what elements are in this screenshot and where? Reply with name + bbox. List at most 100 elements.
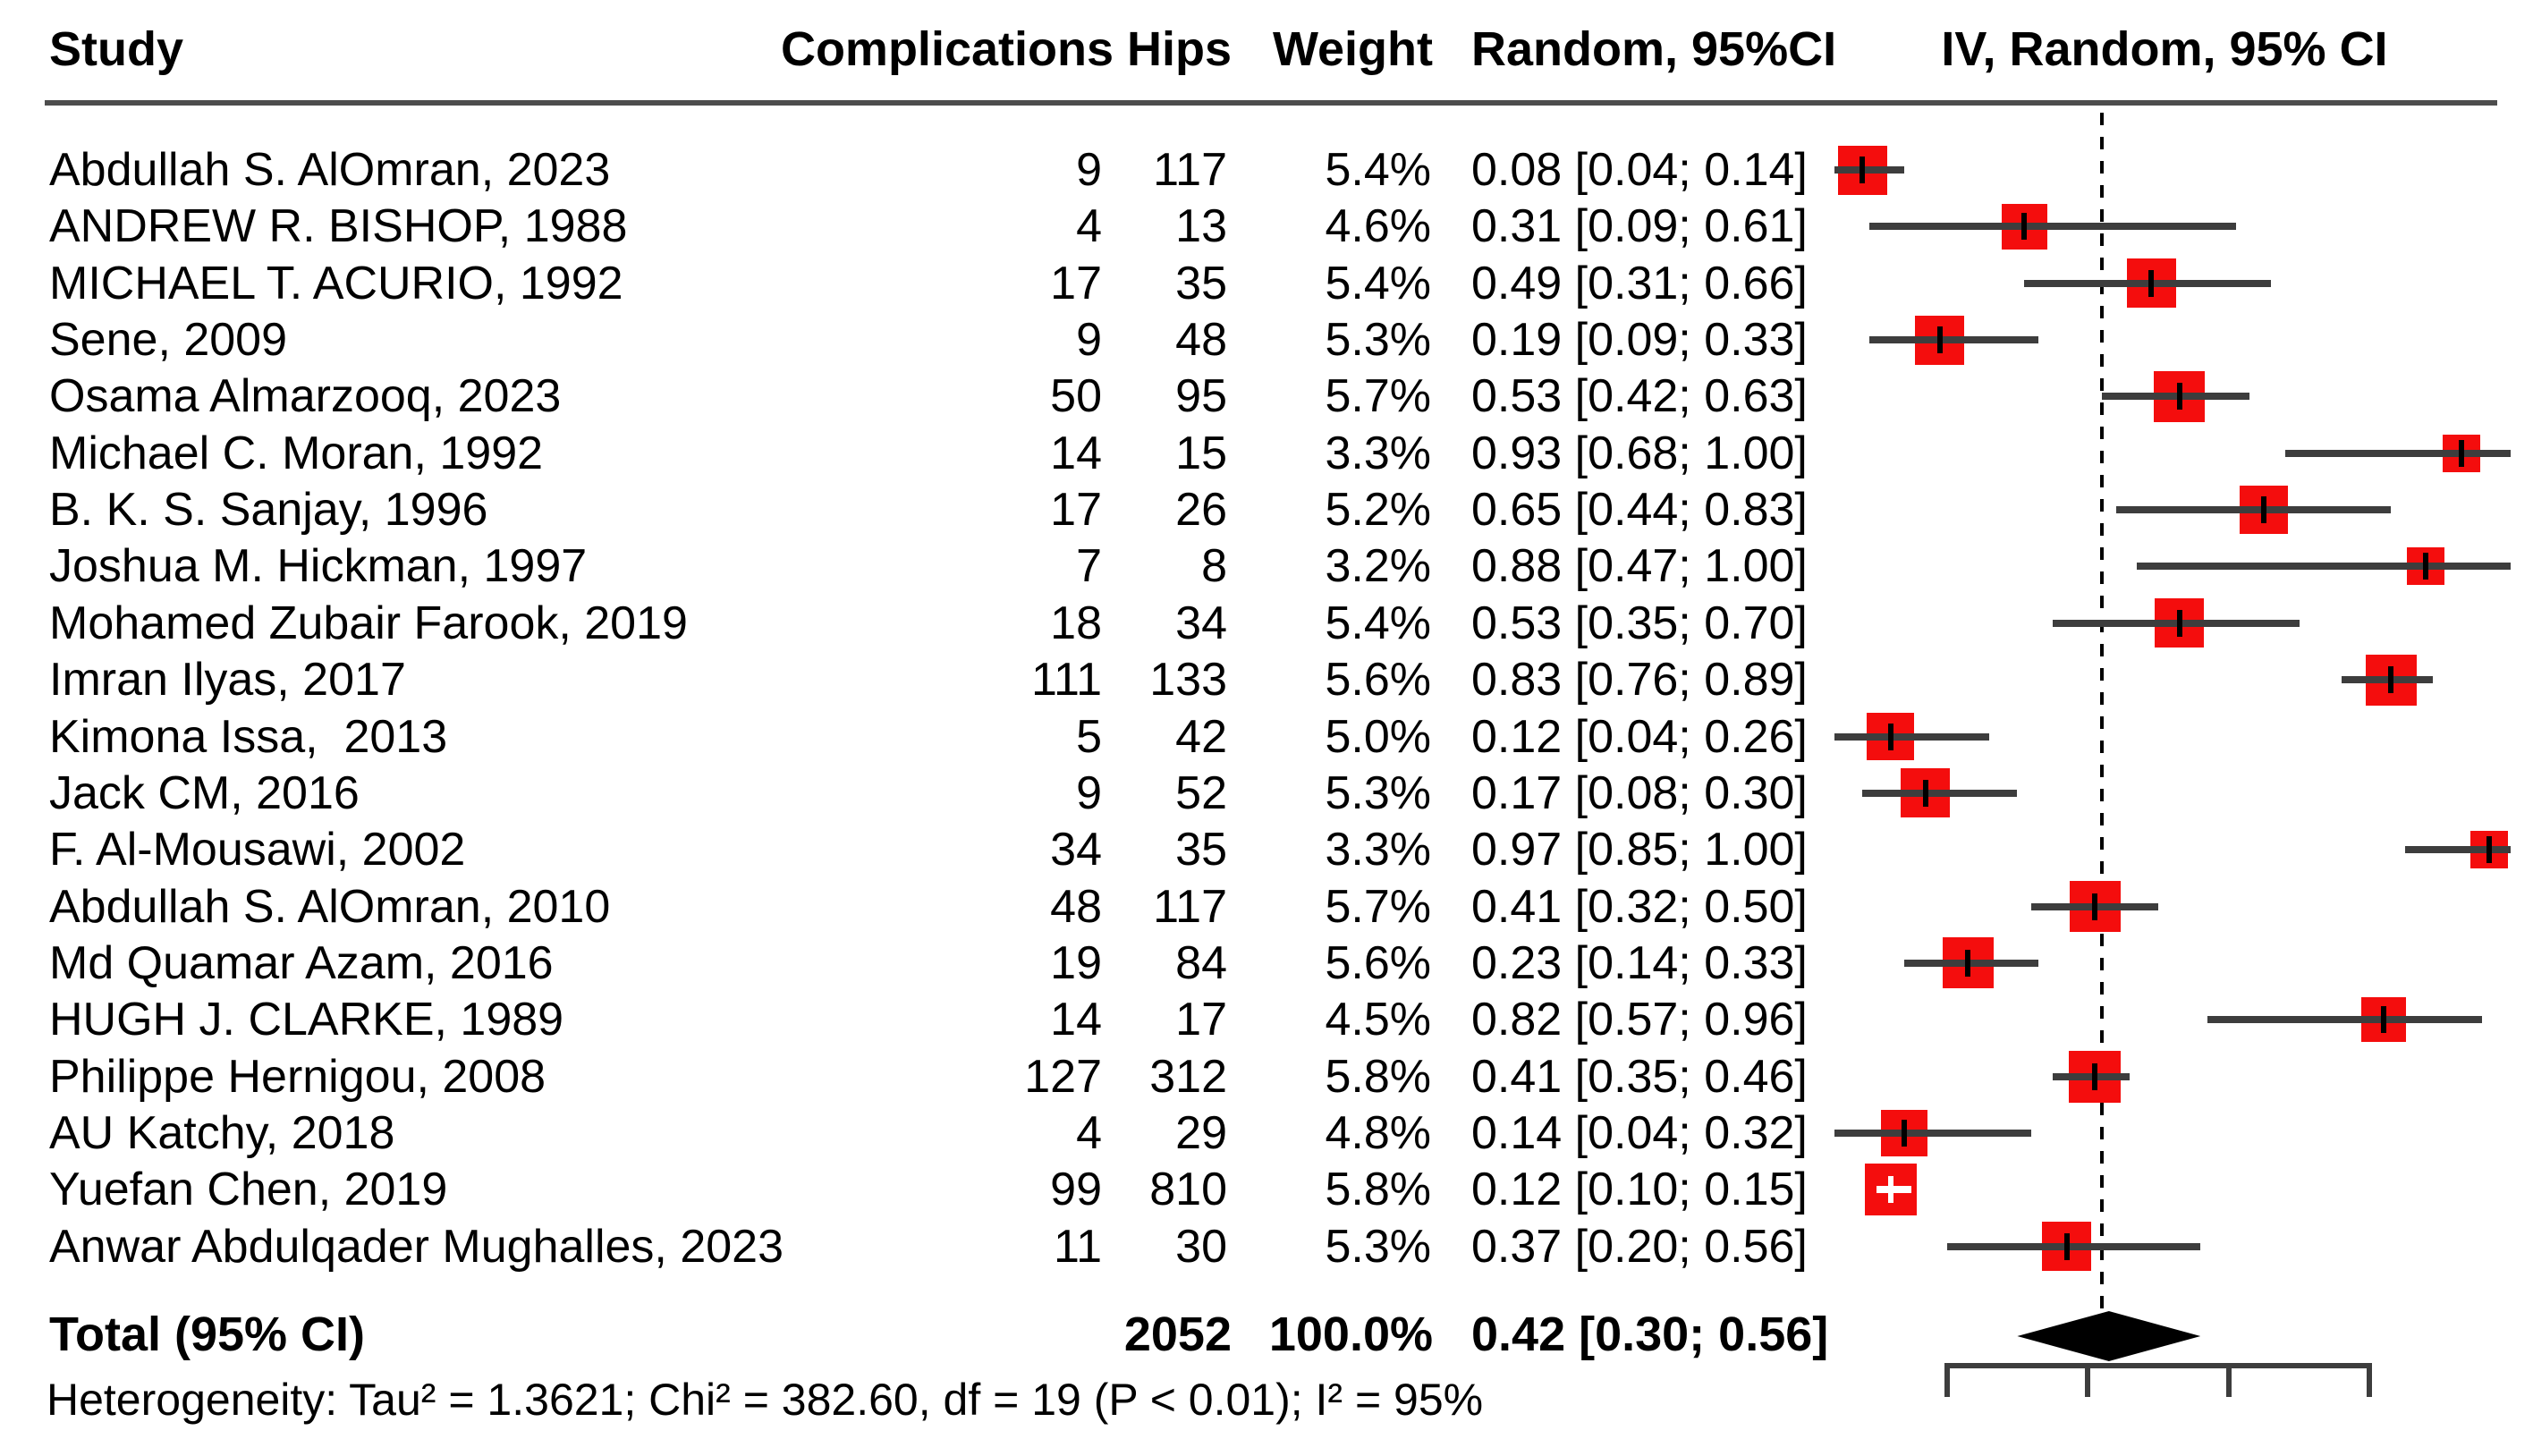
ci-whisker xyxy=(2101,393,2250,401)
ci-text: 0.19 [0.09; 0.33] xyxy=(1471,314,1808,367)
study-name: Osama Almarzooq, 2023 xyxy=(49,370,562,423)
weight-value: 4.8% xyxy=(1325,1106,1431,1159)
weight-value: 4.6% xyxy=(1325,200,1431,253)
estimate-tick xyxy=(2423,553,2429,580)
ci-text: 0.12 [0.10; 0.15] xyxy=(1471,1164,1808,1216)
weight-value: 5.3% xyxy=(1325,314,1431,367)
complications-value: 9 xyxy=(1076,144,1102,196)
weight-value: 5.4% xyxy=(1325,257,1431,309)
study-name: Abdullah S. AlOmran, 2023 xyxy=(49,144,611,196)
estimate-tick xyxy=(1860,157,1866,183)
study-name: Kimona Issa, 2013 xyxy=(49,710,448,763)
hips-value: 117 xyxy=(1153,144,1227,196)
ci-whisker xyxy=(1834,732,1989,741)
axis-tick xyxy=(1944,1363,1950,1397)
weight-value: 5.8% xyxy=(1325,1164,1431,1216)
hips-value: 30 xyxy=(1175,1220,1227,1273)
col-header-hips: Hips xyxy=(1126,22,1232,76)
complications-value: 17 xyxy=(1050,257,1102,309)
study-name: AU Katchy, 2018 xyxy=(49,1106,395,1159)
hips-value: 133 xyxy=(1149,654,1227,707)
total-label: Total (95% CI) xyxy=(49,1308,366,1361)
weight-value: 5.4% xyxy=(1325,144,1431,196)
hips-value: 35 xyxy=(1175,257,1227,309)
estimate-tick xyxy=(1965,949,1971,977)
hips-value: 84 xyxy=(1175,936,1227,989)
ci-text: 0.97 [0.85; 1.00] xyxy=(1471,824,1808,876)
weight-value: 3.2% xyxy=(1325,540,1431,593)
study-name: F. Al-Mousawi, 2002 xyxy=(49,824,466,876)
estimate-tick xyxy=(2176,609,2182,637)
hips-value: 34 xyxy=(1175,597,1227,649)
hips-value: 52 xyxy=(1175,766,1227,819)
hips-value: 26 xyxy=(1175,484,1227,537)
estimate-tick xyxy=(1887,723,1893,750)
hips-value: 810 xyxy=(1149,1164,1227,1216)
ci-whisker xyxy=(1834,1129,2032,1137)
weight-value: 5.6% xyxy=(1325,654,1431,707)
hips-value: 95 xyxy=(1175,370,1227,423)
estimate-tick xyxy=(2148,269,2155,297)
col-header-weight: Weight xyxy=(1273,22,1433,76)
ci-text: 0.88 [0.47; 1.00] xyxy=(1471,540,1808,593)
complications-value: 7 xyxy=(1076,540,1102,593)
complications-value: 9 xyxy=(1076,314,1102,367)
ci-whisker xyxy=(2052,619,2300,627)
weight-value: 5.7% xyxy=(1325,880,1431,933)
complications-value: 17 xyxy=(1050,484,1102,537)
ci-text: 0.17 [0.08; 0.30] xyxy=(1471,766,1808,819)
hips-value: 29 xyxy=(1175,1106,1227,1159)
hips-value: 13 xyxy=(1175,200,1227,253)
ci-whisker xyxy=(2404,846,2511,854)
study-name: MICHAEL T. ACURIO, 1992 xyxy=(49,257,623,309)
axis-tick xyxy=(2225,1363,2232,1397)
complications-value: 9 xyxy=(1076,766,1102,819)
study-name: B. K. S. Sanjay, 1996 xyxy=(49,484,488,537)
ci-text: 0.53 [0.35; 0.70] xyxy=(1471,597,1808,649)
weight-value: 5.4% xyxy=(1325,597,1431,649)
hips-value: 312 xyxy=(1149,1050,1227,1103)
total-ci-text: 0.42 [0.30; 0.56] xyxy=(1471,1308,1829,1361)
ci-whisker xyxy=(2024,279,2272,287)
estimate-tick xyxy=(2092,1062,2098,1090)
ci-whisker xyxy=(1868,336,2039,344)
axis-baseline xyxy=(1946,1363,2370,1368)
ci-text: 0.37 [0.20; 0.56] xyxy=(1471,1220,1808,1273)
weight-value: 5.3% xyxy=(1325,766,1431,819)
study-name: Yuefan Chen, 2019 xyxy=(49,1164,448,1216)
weight-value: 3.3% xyxy=(1325,824,1431,876)
header-rule xyxy=(45,100,2497,106)
study-name: Abdullah S. AlOmran, 2010 xyxy=(49,880,611,933)
complications-value: 11 xyxy=(1054,1220,1102,1273)
hips-value: 42 xyxy=(1175,710,1227,763)
estimate-tick xyxy=(2063,1232,2070,1260)
weight-value: 5.8% xyxy=(1325,1050,1431,1103)
complications-value: 111 xyxy=(1030,654,1102,707)
estimate-tick xyxy=(1902,1119,1908,1147)
ci-text: 0.12 [0.04; 0.26] xyxy=(1471,710,1808,763)
total-weight: 100.0% xyxy=(1268,1308,1433,1361)
hips-value: 8 xyxy=(1201,540,1227,593)
summary-diamond xyxy=(2017,1311,2201,1361)
estimate-tick xyxy=(2176,383,2182,411)
complications-value: 4 xyxy=(1076,200,1102,253)
study-name: Joshua M. Hickman, 1997 xyxy=(49,540,588,593)
weight-value: 5.2% xyxy=(1325,484,1431,537)
weight-value: 5.7% xyxy=(1325,370,1431,423)
ci-whisker xyxy=(2341,676,2434,684)
ci-whisker xyxy=(1868,223,2236,231)
ci-text: 0.49 [0.31; 0.66] xyxy=(1471,257,1808,309)
total-hips: 2052 xyxy=(1123,1308,1232,1361)
ci-whisker xyxy=(1834,166,1905,174)
complications-value: 14 xyxy=(1050,427,1102,479)
estimate-tick xyxy=(2021,213,2028,241)
col-header-study: Study xyxy=(49,22,184,76)
hips-value: 35 xyxy=(1175,824,1227,876)
ci-whisker xyxy=(1862,789,2018,797)
weight-value: 5.0% xyxy=(1325,710,1431,763)
study-name: Michael C. Moran, 1992 xyxy=(49,427,544,479)
ci-text: 0.08 [0.04; 0.14] xyxy=(1471,144,1808,196)
complications-value: 4 xyxy=(1076,1106,1102,1159)
ci-text: 0.82 [0.57; 0.96] xyxy=(1471,994,1808,1046)
complications-value: 19 xyxy=(1050,936,1102,989)
